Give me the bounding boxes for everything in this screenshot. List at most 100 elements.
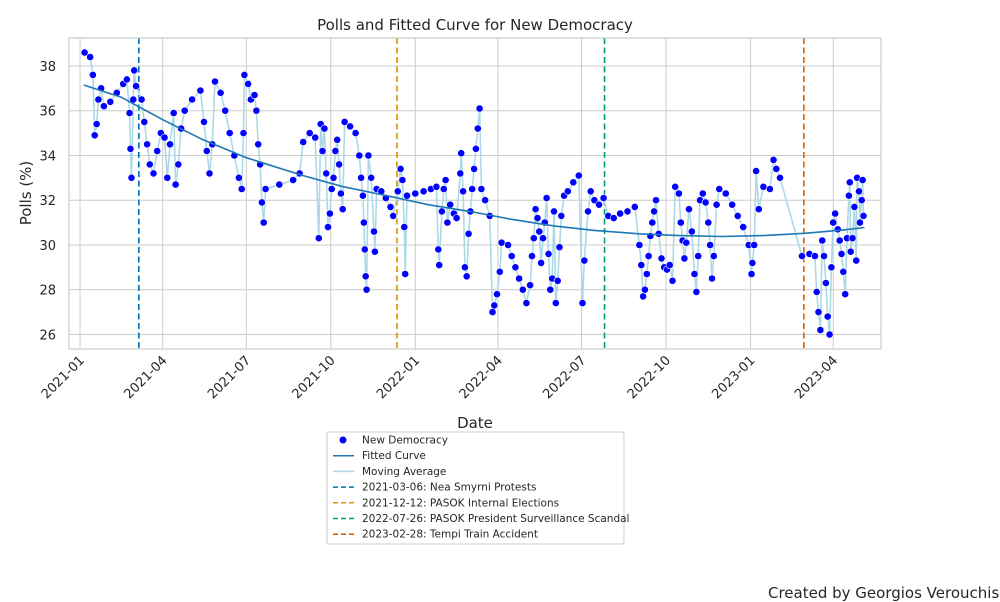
poll-point xyxy=(252,106,261,115)
fitted-curve-series xyxy=(83,84,865,238)
poll-point xyxy=(855,187,863,196)
poll-point xyxy=(698,189,707,198)
y-tick-label: 30 xyxy=(39,239,56,254)
poll-point xyxy=(528,252,536,260)
poll-point xyxy=(531,205,540,214)
poll-point xyxy=(396,164,405,173)
poll-point xyxy=(340,118,349,126)
poll-point xyxy=(443,218,452,227)
y-tick-label: 34 xyxy=(39,149,56,164)
poll-point xyxy=(675,189,683,198)
poll-point xyxy=(812,287,821,296)
poll-point xyxy=(648,218,657,227)
poll-point xyxy=(393,187,402,196)
poll-point xyxy=(320,124,329,133)
poll-point xyxy=(314,234,323,243)
poll-point xyxy=(432,182,441,191)
poll-point xyxy=(665,261,674,269)
poll-point xyxy=(127,173,136,182)
poll-point xyxy=(671,182,680,191)
poll-point xyxy=(569,178,578,187)
poll-point xyxy=(687,227,696,236)
poll-point xyxy=(166,140,174,149)
poll-point xyxy=(495,267,504,276)
poll-point xyxy=(123,75,131,84)
legend-label: Moving Average xyxy=(362,466,446,478)
y-tick-label: 36 xyxy=(39,105,56,120)
poll-point xyxy=(355,151,364,160)
poll-point xyxy=(441,176,450,184)
poll-point xyxy=(833,225,842,234)
poll-point xyxy=(668,276,677,285)
poll-point xyxy=(642,270,651,278)
poll-point xyxy=(169,109,178,117)
y-axis-label: Polls (%) xyxy=(17,161,35,226)
poll-point xyxy=(839,267,848,276)
poll-point xyxy=(364,151,373,160)
poll-point xyxy=(652,196,660,205)
y-axis-ticks: 26 28 30 32 34 36 38 xyxy=(39,60,56,343)
poll-point xyxy=(460,263,469,272)
poll-point xyxy=(346,122,354,131)
poll-point xyxy=(733,211,742,220)
poll-point xyxy=(351,129,360,137)
poll-point xyxy=(140,118,149,126)
poll-point xyxy=(701,198,710,207)
poll-point xyxy=(338,205,347,214)
poll-point xyxy=(752,167,760,175)
legend-marker xyxy=(339,436,347,444)
poll-point xyxy=(857,196,866,205)
poll-point xyxy=(477,185,486,193)
poll-point xyxy=(841,290,850,299)
poll-point xyxy=(759,182,768,191)
poll-point xyxy=(401,270,410,278)
poll-point xyxy=(769,155,778,164)
poll-point xyxy=(546,285,555,294)
poll-point xyxy=(533,214,542,222)
poll-point xyxy=(211,77,219,86)
poll-point xyxy=(837,249,846,258)
poll-point xyxy=(435,261,444,269)
poll-point xyxy=(257,198,266,207)
poll-point xyxy=(690,270,699,278)
poll-point xyxy=(367,173,376,182)
poll-point xyxy=(389,211,398,220)
poll-point xyxy=(325,209,334,218)
legend: New Democracy Fitted Curve Moving Average 2… xyxy=(326,431,629,545)
poll-point xyxy=(322,169,331,178)
poll-point xyxy=(470,164,478,173)
poll-point xyxy=(798,252,806,260)
poll-point xyxy=(852,256,861,265)
poll-point xyxy=(846,247,855,256)
poll-point xyxy=(574,171,583,180)
poll-point xyxy=(845,191,853,200)
poll-point xyxy=(196,86,205,95)
x-axis-label: Date xyxy=(457,414,493,432)
poll-point xyxy=(856,218,864,227)
poll-point xyxy=(750,241,759,249)
poll-point xyxy=(623,207,632,216)
poll-point xyxy=(475,104,484,113)
poll-point xyxy=(237,185,246,193)
credit-text: Created by Georgios Verouchis xyxy=(768,584,1000,602)
poll-point xyxy=(706,241,714,249)
poll-point xyxy=(171,180,180,189)
poll-point xyxy=(820,252,828,260)
poll-point xyxy=(845,178,854,187)
poll-point xyxy=(200,118,208,126)
poll-point xyxy=(584,207,592,216)
poll-point xyxy=(616,209,624,218)
poll-point xyxy=(766,185,774,193)
legend-label: 2021-03-06: Nea Smyrni Protests xyxy=(362,482,536,494)
poll-point xyxy=(848,234,857,243)
poll-point xyxy=(680,254,689,263)
poll-point xyxy=(529,234,538,243)
poll-point xyxy=(452,214,461,222)
poll-point xyxy=(163,173,172,182)
poll-point xyxy=(682,238,691,247)
poll-point xyxy=(327,185,336,193)
poll-point xyxy=(831,209,839,218)
legend-label: New Democracy xyxy=(362,435,448,447)
poll-point xyxy=(132,82,140,90)
